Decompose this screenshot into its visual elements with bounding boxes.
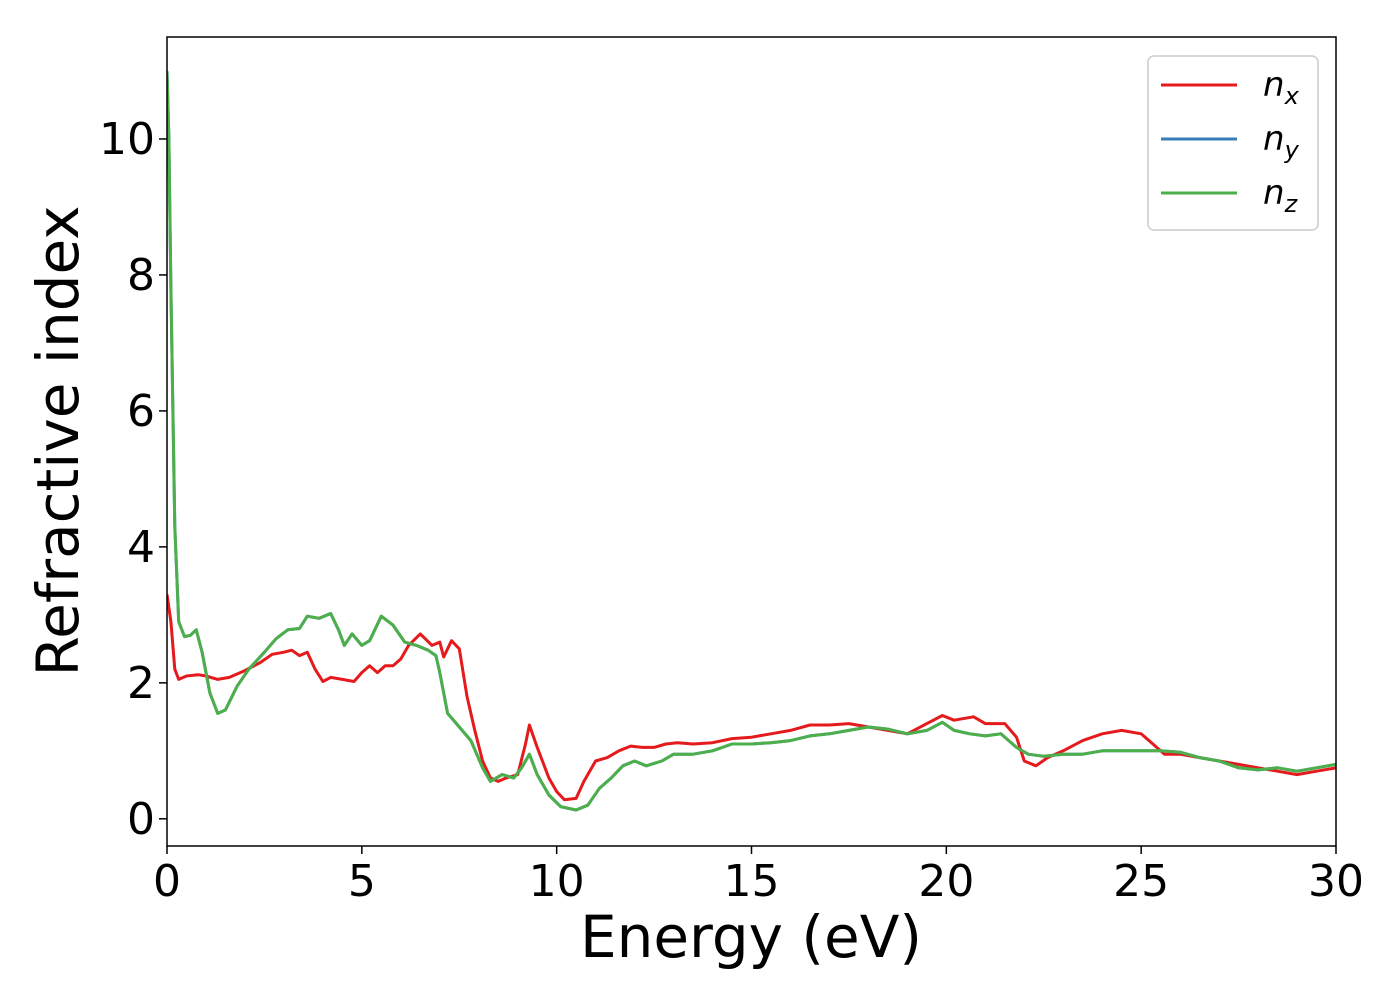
y-axis-title: Refractive index [24,205,92,676]
y-axis: 0 2 4 6 8 10 [99,114,167,845]
legend-box [1147,55,1319,231]
x-tick-label: 10 [529,856,585,907]
plot-area [167,70,1336,812]
x-tick-label: 15 [724,856,780,907]
legend-label-n-z: nz [1263,173,1299,218]
y-tick-label: 0 [127,794,155,845]
x-tick-label: 30 [1308,856,1364,907]
y-tick-label: 10 [99,114,155,165]
x-tick-label: 20 [918,856,974,907]
axes-frame [166,36,1337,847]
legend-label-n-y: ny [1263,119,1300,164]
x-axis-title: Energy (eV) [580,903,922,971]
x-axis: 0 5 10 15 20 25 30 [153,846,1364,907]
legend-label-n-x: nx [1263,65,1300,110]
series-line-n-z [167,70,1336,812]
x-tick-label: 25 [1113,856,1169,907]
x-tick-label: 0 [153,856,181,907]
series-line-n-x [167,594,1336,802]
y-tick-label: 4 [127,522,155,573]
y-tick-label: 2 [127,658,155,709]
legend: nx ny nz [1147,55,1319,231]
y-tick-label: 6 [127,386,155,437]
x-tick-label: 5 [348,856,376,907]
y-tick-label: 8 [127,250,155,301]
